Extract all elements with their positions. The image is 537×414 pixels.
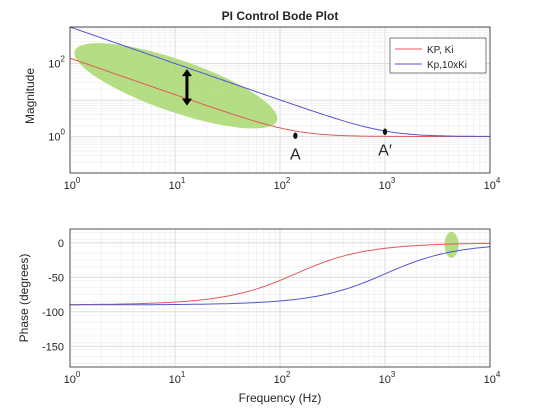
phase-x-tick-label: 100 [64,370,81,386]
magnitude-series [69,26,490,137]
point-marker-1 [293,132,298,139]
phase-grid [69,229,491,367]
magnitude-x-tick-label: 103 [379,176,396,192]
phase-x-tick-label: 104 [484,370,501,386]
legend-entry-1: KP, Ki [427,45,454,56]
phase-y-tick-label: -150 [42,341,64,353]
magnitude-chart: A A′ 100 101 102 103 104 100 102 PI Control Bod… [23,9,501,192]
phase-tick-labels: 100 101 102 103 104 0 -50 -100 -150 [42,238,501,386]
phase-x-tick-label: 103 [379,370,396,386]
x-axis-label: Frequency (Hz) [239,391,322,405]
legend: KP, Ki Kp,10xKi [389,37,487,74]
magnitude-y-tick-label: 100 [48,128,65,144]
phase-x-tick-label: 102 [274,370,291,386]
magnitude-series-line-2 [69,26,490,137]
magnitude-y-axis-label: Magnitude [23,68,37,124]
phase-y-tick-label: -50 [48,272,64,284]
chart-title: PI Control Bode Plot [222,9,339,23]
phase-y-tick-label: 0 [58,238,64,250]
magnitude-highlight [74,43,278,129]
arrow-head-down [181,98,192,106]
phase-highlight [444,231,459,258]
phase-x-tick-label: 101 [169,370,186,386]
highlight-ellipse [74,43,278,129]
magnitude-x-tick-label: 100 [64,176,81,192]
phase-highlight-ellipse [444,231,459,258]
arrow-head-up [181,69,192,77]
point-label-2: A′ [378,143,392,160]
phase-series-line-2 [70,246,491,306]
phase-frame [69,228,491,368]
magnitude-annotations: A A′ [181,69,392,164]
legend-box [389,37,487,74]
magnitude-x-tick-label: 101 [169,176,186,192]
magnitude-tick-labels: 100 101 102 103 104 100 102 [48,55,501,193]
magnitude-y-tick-label: 102 [48,55,65,71]
phase-chart: 100 101 102 103 104 0 -50 -100 -150 Phase (degre… [17,228,501,405]
magnitude-x-tick-label: 104 [484,176,501,192]
phase-y-tick-label: -100 [42,307,64,319]
point-label-1: A [290,147,301,164]
point-marker-2 [382,128,388,135]
phase-series [70,242,491,306]
phase-series-line-1 [70,242,490,306]
magnitude-frame [69,26,491,174]
magnitude-x-tick-label: 102 [274,176,291,192]
magnitude-series-line-1 [69,57,490,137]
legend-entry-2: Kp,10xKi [427,60,467,71]
phase-y-axis-label: Phase (degrees) [17,254,31,343]
